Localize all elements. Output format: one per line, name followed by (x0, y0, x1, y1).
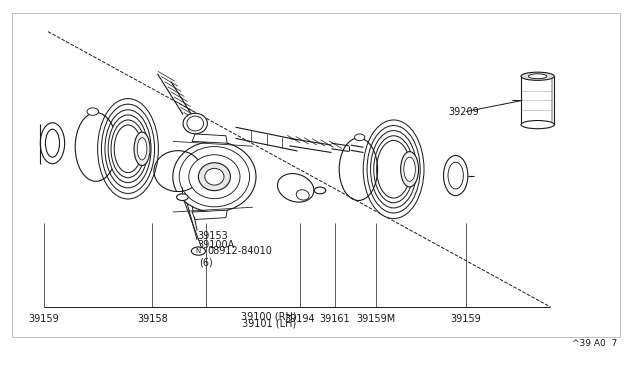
Text: 39159: 39159 (28, 314, 59, 324)
Ellipse shape (187, 116, 204, 131)
Text: 39158: 39158 (137, 314, 168, 324)
Ellipse shape (105, 110, 151, 188)
Ellipse shape (371, 131, 417, 208)
Polygon shape (192, 210, 227, 219)
Text: 39161: 39161 (319, 314, 350, 324)
Ellipse shape (101, 104, 155, 193)
Ellipse shape (115, 125, 142, 173)
Ellipse shape (134, 132, 150, 166)
Ellipse shape (296, 190, 309, 200)
Ellipse shape (179, 147, 250, 207)
Ellipse shape (173, 141, 256, 212)
Ellipse shape (374, 136, 413, 203)
Text: 39100 (RH): 39100 (RH) (241, 312, 296, 322)
Ellipse shape (111, 120, 145, 178)
Text: ^39 A0  7: ^39 A0 7 (572, 339, 618, 348)
Ellipse shape (45, 129, 60, 157)
Ellipse shape (183, 113, 207, 134)
Ellipse shape (138, 138, 147, 160)
Ellipse shape (521, 72, 554, 80)
Polygon shape (192, 134, 227, 143)
Ellipse shape (205, 168, 224, 185)
Text: 39101 (LH): 39101 (LH) (242, 318, 296, 328)
Text: N: N (196, 248, 201, 254)
Ellipse shape (448, 162, 463, 189)
Polygon shape (172, 192, 184, 196)
Text: 39159M: 39159M (356, 314, 396, 324)
Ellipse shape (97, 99, 159, 199)
Ellipse shape (189, 155, 240, 199)
Ellipse shape (87, 108, 99, 115)
Text: 08912-84010: 08912-84010 (207, 246, 272, 256)
Text: 39100A: 39100A (197, 240, 234, 250)
Ellipse shape (40, 123, 65, 164)
Ellipse shape (401, 152, 419, 187)
Bar (12, 13, 620, 337)
Ellipse shape (177, 194, 188, 201)
Text: 39194: 39194 (284, 314, 315, 324)
Ellipse shape (521, 121, 554, 129)
Text: 39209: 39209 (448, 107, 479, 116)
Ellipse shape (377, 141, 411, 198)
Ellipse shape (355, 134, 365, 141)
Ellipse shape (529, 74, 547, 79)
Text: (6): (6) (199, 257, 213, 267)
Ellipse shape (444, 155, 468, 196)
Ellipse shape (108, 115, 148, 183)
Ellipse shape (198, 163, 230, 190)
Ellipse shape (314, 187, 326, 194)
Text: 39159: 39159 (451, 314, 481, 324)
Ellipse shape (364, 120, 424, 219)
Ellipse shape (404, 157, 415, 182)
Circle shape (191, 247, 205, 255)
Ellipse shape (367, 126, 420, 213)
Text: 39153: 39153 (197, 231, 228, 241)
